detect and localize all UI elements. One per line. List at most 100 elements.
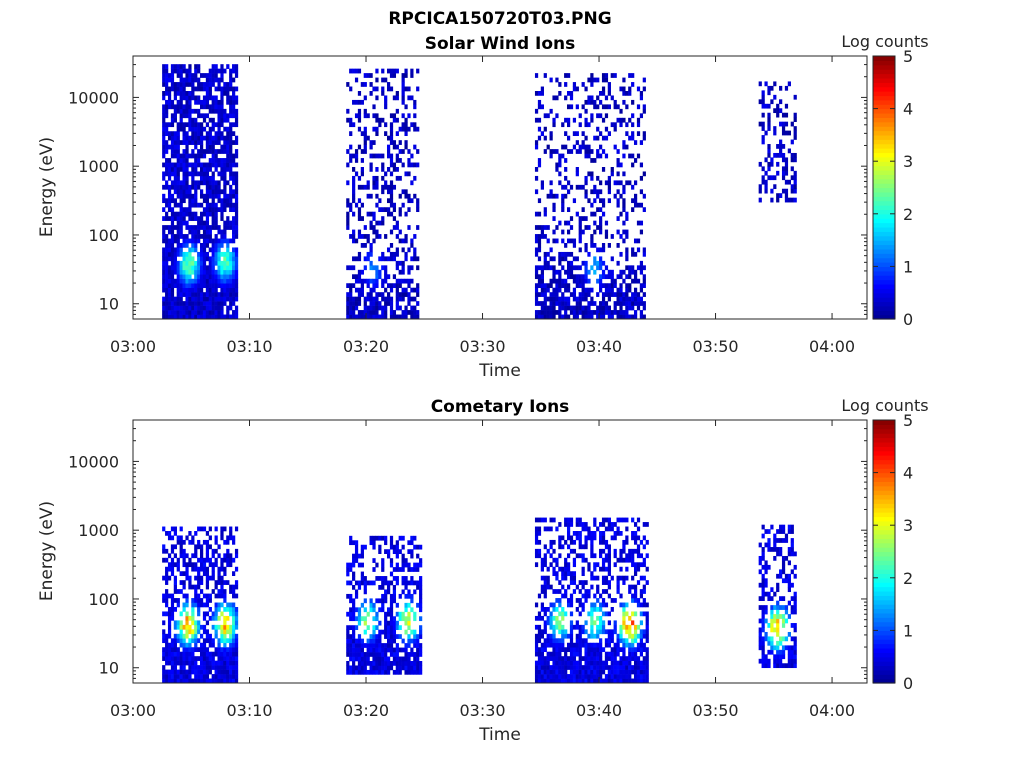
heatmap-cell <box>758 560 762 566</box>
heatmap-cell <box>407 669 411 675</box>
heatmap-cell <box>384 656 388 662</box>
heatmap-cell <box>170 548 175 554</box>
heatmap-cell <box>639 651 644 657</box>
heatmap-cell <box>587 269 591 275</box>
heatmap-cell <box>386 211 391 217</box>
heatmap-cell <box>779 636 783 642</box>
heatmap-cell <box>375 625 379 630</box>
heatmap-cell <box>357 175 362 181</box>
heatmap-cell <box>616 301 620 306</box>
heatmap-cell <box>776 582 780 588</box>
heatmap-cell <box>205 86 210 92</box>
heatmap-cell <box>208 82 212 87</box>
heatmap-cell <box>173 674 177 679</box>
heatmap-cell <box>232 283 236 289</box>
heatmap-cell <box>381 310 385 315</box>
heatmap-cell <box>781 569 786 575</box>
heatmap-cell <box>392 616 397 622</box>
heatmap-cell <box>205 575 210 581</box>
heatmap-cell <box>349 301 353 306</box>
heatmap-cell <box>555 149 559 154</box>
heatmap-cell <box>401 661 405 666</box>
heatmap-cell <box>185 642 189 648</box>
heatmap-cell <box>179 674 183 679</box>
heatmap-cell <box>564 283 568 289</box>
heatmap-cell <box>208 225 212 230</box>
heatmap-cell <box>357 68 362 74</box>
heatmap-cell <box>404 643 408 648</box>
heatmap-cell <box>182 260 186 266</box>
heatmap-cell <box>625 234 629 239</box>
heatmap-cell <box>401 292 405 297</box>
heatmap-cell <box>566 265 571 271</box>
heatmap-cell <box>229 256 233 262</box>
heatmap-cell <box>581 544 585 550</box>
heatmap-cell <box>369 73 373 78</box>
y-tick-label: 100 <box>88 226 119 245</box>
heatmap-cell <box>165 99 169 105</box>
heatmap-cell <box>375 292 379 297</box>
cometary-heatmap <box>162 517 797 684</box>
heatmap-cell <box>381 68 385 74</box>
heatmap-cell <box>790 551 794 557</box>
heatmap-cell <box>572 557 577 563</box>
heatmap-cell <box>346 652 350 657</box>
heatmap-cell <box>360 278 364 284</box>
heatmap-cell <box>410 580 414 586</box>
heatmap-cell <box>214 167 218 172</box>
heatmap-cell <box>162 611 166 617</box>
heatmap-cell <box>540 91 544 96</box>
heatmap-cell <box>211 149 215 154</box>
heatmap-cell <box>790 596 794 601</box>
heatmap-cell <box>205 229 210 235</box>
heatmap-cell <box>793 596 797 601</box>
heatmap-cell <box>191 296 195 302</box>
heatmap-cell <box>357 207 362 213</box>
heatmap-cell <box>407 225 411 230</box>
heatmap-cell <box>182 269 186 275</box>
heatmap-cell <box>540 647 544 653</box>
heatmap-cell <box>185 108 189 114</box>
heatmap-cell <box>208 526 212 532</box>
heatmap-cell <box>205 651 210 657</box>
heatmap-cell <box>540 184 544 190</box>
heatmap-cell <box>613 122 617 128</box>
heatmap-cell <box>619 117 623 123</box>
heatmap-cell <box>389 634 394 639</box>
heatmap-cell <box>232 589 236 594</box>
heatmap-cell <box>205 251 210 257</box>
heatmap-cell <box>167 189 172 195</box>
heatmap-cell <box>607 269 611 275</box>
heatmap-cell <box>375 113 379 119</box>
heatmap-cell <box>578 598 582 603</box>
heatmap-cell <box>182 256 186 262</box>
heatmap-cell <box>581 278 585 284</box>
heatmap-cell <box>616 149 620 154</box>
heatmap-cell <box>619 269 623 275</box>
heatmap-cell <box>384 131 388 137</box>
heatmap-cell <box>561 229 565 235</box>
heatmap-cell <box>182 642 186 648</box>
heatmap-cell <box>357 113 362 119</box>
heatmap-cell <box>784 179 789 185</box>
heatmap-cell <box>561 642 565 648</box>
heatmap-cell <box>590 665 594 670</box>
heatmap-cell <box>569 620 574 626</box>
heatmap-cell <box>179 202 183 208</box>
heatmap-cell <box>229 526 233 532</box>
heatmap-cell <box>372 184 376 190</box>
heatmap-cell <box>194 553 198 559</box>
heatmap-cell <box>575 678 579 684</box>
heatmap-cell <box>162 95 166 101</box>
heatmap-cell <box>214 260 218 266</box>
heatmap-cell <box>401 122 405 128</box>
heatmap-cell <box>642 131 646 137</box>
heatmap-cell <box>176 651 180 657</box>
heatmap-cell <box>211 99 215 105</box>
heatmap-cell <box>162 310 166 315</box>
heatmap-cell <box>604 544 609 550</box>
heatmap-cell <box>784 197 789 203</box>
heatmap-cell <box>234 216 239 221</box>
heatmap-cell <box>179 158 183 163</box>
heatmap-cell <box>555 95 559 101</box>
